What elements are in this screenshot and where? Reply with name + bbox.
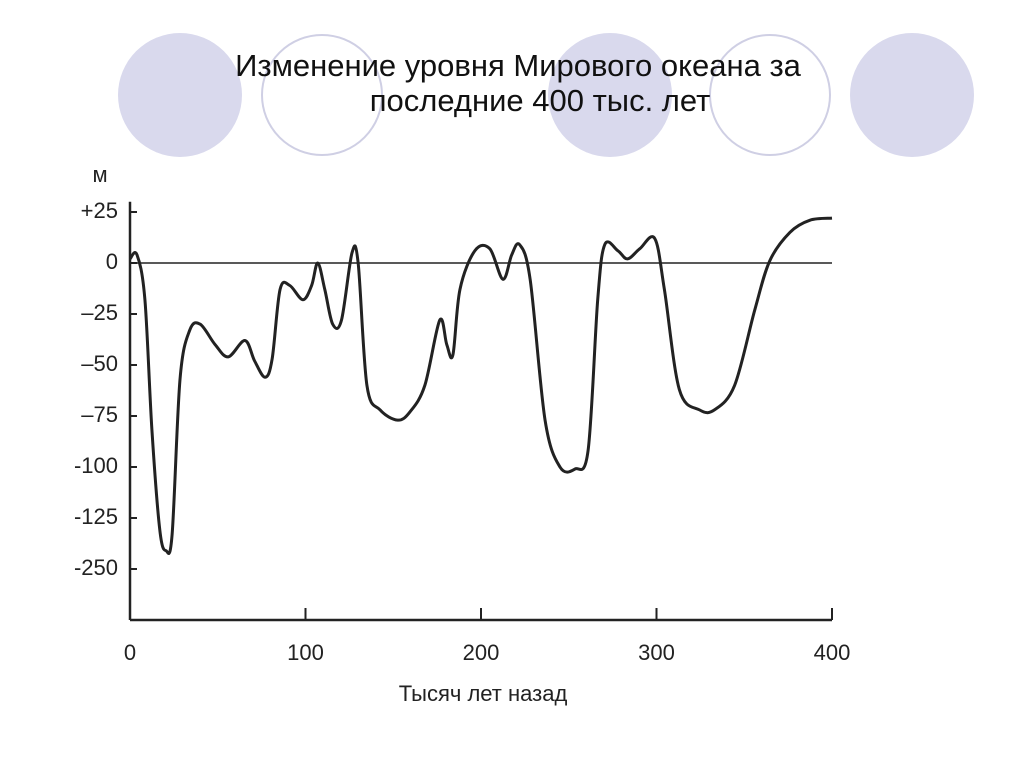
y-tick-label: –50 [81,351,118,376]
x-tick-label: 0 [124,640,136,665]
x-axis-label: Тысяч лет назад [399,681,568,706]
deco-circle [850,33,974,157]
y-tick-label: –25 [81,300,118,325]
y-tick-label: -125 [74,504,118,529]
title-line: Изменение уровня Мирового океана за [235,48,802,83]
deco-circle [709,34,831,156]
deco-circle [118,33,242,157]
sea-level-line [128,216,833,555]
x-tick-label: 400 [814,640,851,665]
y-tick-label: –75 [81,402,118,427]
y-axis-label: м [92,162,107,187]
y-tick-label: -100 [74,453,118,478]
y-tick-label: -250 [74,555,118,580]
deco-circle [261,34,383,156]
y-tick-label: 0 [106,249,118,274]
y-tick-label: +25 [81,198,118,223]
x-tick-label: 200 [463,640,500,665]
x-tick-label: 100 [287,640,324,665]
x-tick-label: 300 [638,640,675,665]
deco-circle [548,33,672,157]
title-line: последние 400 тыс. лет [370,83,711,118]
